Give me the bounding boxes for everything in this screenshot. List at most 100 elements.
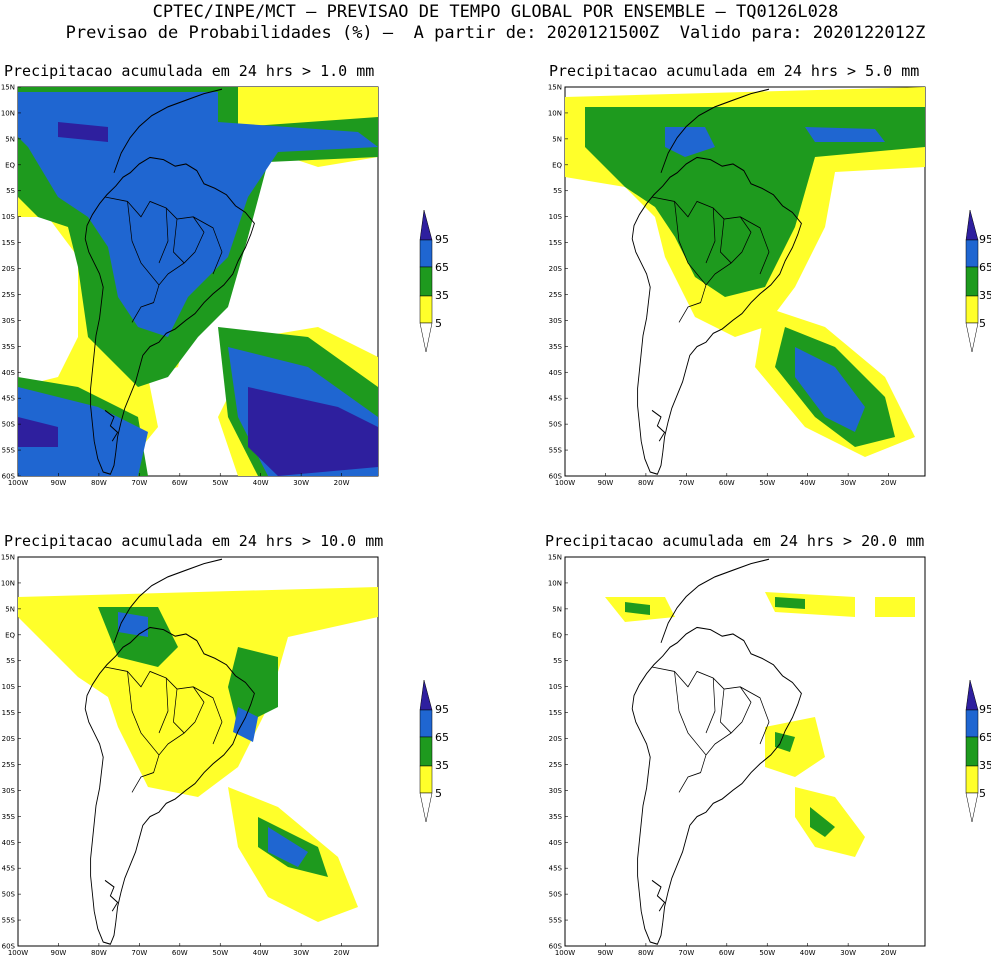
lat-label-2-7: 20S	[549, 265, 563, 273]
lat-label-4-3: EQ	[552, 631, 562, 639]
lon-label-2-6: 40W	[800, 479, 816, 487]
lat-label-4-4: 5S	[553, 657, 562, 665]
lat-label-3-5: 10S	[2, 683, 16, 691]
lon-label-2-2: 80W	[638, 479, 654, 487]
lat-label-4-6: 15S	[549, 709, 563, 717]
lat-label-1-10: 35S	[2, 343, 16, 351]
lon-label-1-1: 90W	[51, 479, 67, 487]
lon-label-2-4: 60W	[719, 479, 735, 487]
map-panel-2	[564, 86, 926, 477]
map-panel-1	[17, 86, 379, 477]
lat-label-1-3: EQ	[5, 161, 15, 169]
lat-label-4-10: 35S	[549, 813, 563, 821]
legend-2-35: 35	[979, 289, 991, 302]
lon-label-4-5: 50W	[759, 949, 775, 957]
map-panel-3	[17, 556, 379, 947]
lat-label-1-7: 20S	[2, 265, 16, 273]
legend-1-95: 95	[435, 233, 449, 246]
lon-label-4-2: 80W	[638, 949, 654, 957]
lat-label-3-4: 5S	[6, 657, 15, 665]
lat-label-2-5: 10S	[549, 213, 563, 221]
lon-label-3-5: 50W	[212, 949, 228, 957]
lat-label-3-15: 60S	[2, 943, 16, 951]
lon-label-4-1: 90W	[598, 949, 614, 957]
lat-label-1-1: 10N	[1, 109, 15, 117]
legend-4-35: 35	[979, 759, 991, 772]
lon-label-2-7: 30W	[840, 479, 856, 487]
map-panel-4	[564, 556, 926, 947]
lat-label-2-12: 45S	[549, 395, 563, 403]
lat-label-3-10: 35S	[2, 813, 16, 821]
legend-3-95: 95	[435, 703, 449, 716]
lon-label-4-7: 30W	[840, 949, 856, 957]
lon-label-1-2: 80W	[91, 479, 107, 487]
legend-4-5: 5	[979, 787, 986, 800]
legend-1: 95 65 35 5	[419, 209, 449, 353]
legend-4-65: 65	[979, 731, 991, 744]
lat-label-2-6: 15S	[549, 239, 563, 247]
panel-1-title: Precipitacao acumulada em 24 hrs > 1.0 m…	[4, 62, 375, 80]
lon-label-1-0: 100W	[8, 479, 28, 487]
lon-label-3-6: 40W	[253, 949, 269, 957]
lat-label-1-0: 15N	[1, 84, 15, 92]
legend-1-65: 65	[435, 261, 449, 274]
lat-label-3-6: 15S	[2, 709, 16, 717]
lon-label-4-8: 20W	[881, 949, 897, 957]
lon-label-2-0: 100W	[555, 479, 575, 487]
lat-label-2-9: 30S	[549, 317, 563, 325]
lat-label-4-14: 55S	[549, 917, 563, 925]
lat-label-4-7: 20S	[549, 735, 563, 743]
lat-label-1-14: 55S	[2, 447, 16, 455]
lon-label-4-0: 100W	[555, 949, 575, 957]
lon-label-3-0: 100W	[8, 949, 28, 957]
panel-2-title: Precipitacao acumulada em 24 hrs > 5.0 m…	[549, 62, 920, 80]
main-subtitle: Previsao de Probabilidades (%) – A parti…	[65, 23, 926, 43]
lat-label-4-0: 15N	[548, 554, 562, 562]
legend-1-35: 35	[435, 289, 449, 302]
panel-3-title: Precipitacao acumulada em 24 hrs > 10.0 …	[4, 532, 384, 550]
lat-label-2-4: 5S	[553, 187, 562, 195]
lat-label-1-15: 60S	[2, 473, 16, 481]
lon-label-4-6: 40W	[800, 949, 816, 957]
lat-label-1-13: 50S	[2, 421, 16, 429]
lat-label-3-0: 15N	[1, 554, 15, 562]
lon-label-4-4: 60W	[719, 949, 735, 957]
lat-label-4-8: 25S	[549, 761, 563, 769]
lat-label-2-13: 50S	[549, 421, 563, 429]
lat-label-1-11: 40S	[2, 369, 16, 377]
lat-label-3-13: 50S	[2, 891, 16, 899]
lat-label-2-0: 15N	[548, 84, 562, 92]
lon-label-3-8: 20W	[334, 949, 350, 957]
lat-label-4-13: 50S	[549, 891, 563, 899]
lat-label-3-8: 25S	[2, 761, 16, 769]
lat-label-1-4: 5S	[6, 187, 15, 195]
legend-3: 95 65 35 5	[419, 679, 449, 823]
lon-label-2-1: 90W	[598, 479, 614, 487]
lat-label-2-2: 5N	[552, 135, 562, 143]
legend-3-65: 65	[435, 731, 449, 744]
lon-label-1-5: 50W	[212, 479, 228, 487]
lon-label-3-4: 60W	[172, 949, 188, 957]
lat-label-2-15: 60S	[549, 473, 563, 481]
lon-label-4-3: 70W	[678, 949, 694, 957]
panel-4-title: Precipitacao acumulada em 24 hrs > 20.0 …	[545, 532, 925, 550]
lon-label-2-5: 50W	[759, 479, 775, 487]
lat-label-3-9: 30S	[2, 787, 16, 795]
legend-2: 95 65 35 5	[965, 209, 991, 353]
lat-label-3-11: 40S	[2, 839, 16, 847]
lat-label-4-5: 10S	[549, 683, 563, 691]
lat-label-3-12: 45S	[2, 865, 16, 873]
lon-label-1-4: 60W	[172, 479, 188, 487]
lat-label-1-12: 45S	[2, 395, 16, 403]
lon-label-2-8: 20W	[881, 479, 897, 487]
lon-label-1-6: 40W	[253, 479, 269, 487]
lat-label-1-9: 30S	[2, 317, 16, 325]
legend-3-5: 5	[435, 787, 442, 800]
lat-label-4-1: 10N	[548, 579, 562, 587]
lat-label-3-7: 20S	[2, 735, 16, 743]
lat-label-2-1: 10N	[548, 109, 562, 117]
lat-label-3-1: 10N	[1, 579, 15, 587]
lat-label-2-11: 40S	[549, 369, 563, 377]
lat-label-1-2: 5N	[5, 135, 15, 143]
legend-2-95: 95	[979, 233, 991, 246]
